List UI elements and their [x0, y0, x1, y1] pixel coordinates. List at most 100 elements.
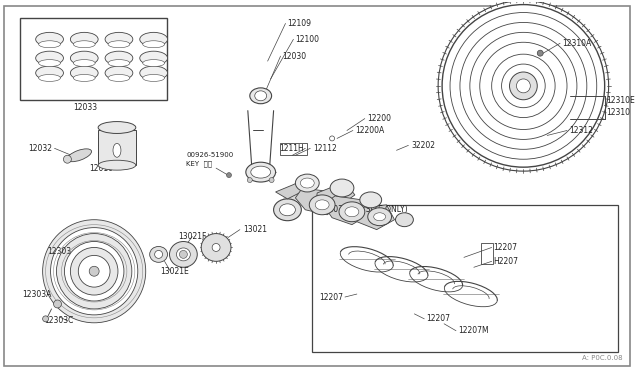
Ellipse shape	[177, 248, 190, 261]
Ellipse shape	[113, 143, 121, 157]
Ellipse shape	[70, 66, 98, 80]
Ellipse shape	[374, 213, 386, 221]
Ellipse shape	[247, 177, 252, 183]
Ellipse shape	[36, 32, 63, 46]
Text: 12207: 12207	[319, 292, 343, 302]
Ellipse shape	[280, 204, 296, 216]
Text: 12207S (US SIZE ONLY): 12207S (US SIZE ONLY)	[319, 205, 408, 214]
Ellipse shape	[140, 66, 168, 80]
Ellipse shape	[78, 256, 110, 287]
Text: 12207M: 12207M	[458, 326, 488, 335]
Ellipse shape	[227, 173, 232, 177]
Ellipse shape	[309, 195, 335, 215]
Text: 12112: 12112	[313, 144, 337, 153]
Polygon shape	[276, 178, 317, 199]
Ellipse shape	[509, 72, 537, 100]
Text: 12200A: 12200A	[355, 126, 384, 135]
Ellipse shape	[269, 177, 274, 183]
Ellipse shape	[67, 149, 92, 162]
Text: 12100: 12100	[296, 35, 319, 44]
Ellipse shape	[105, 32, 133, 46]
Text: 12310A: 12310A	[562, 39, 591, 48]
Ellipse shape	[108, 41, 130, 48]
Ellipse shape	[368, 208, 392, 226]
Ellipse shape	[105, 66, 133, 80]
Polygon shape	[323, 196, 369, 225]
Polygon shape	[357, 205, 394, 230]
Ellipse shape	[54, 300, 61, 308]
Ellipse shape	[360, 192, 381, 208]
Ellipse shape	[140, 32, 168, 46]
Ellipse shape	[143, 74, 164, 81]
Ellipse shape	[170, 241, 197, 267]
Text: 32202: 32202	[412, 141, 435, 150]
Text: KEY  キー: KEY キー	[186, 160, 212, 167]
Ellipse shape	[74, 60, 95, 67]
Ellipse shape	[143, 60, 164, 67]
Text: 13021E: 13021E	[161, 267, 189, 276]
Ellipse shape	[65, 241, 124, 301]
Ellipse shape	[516, 79, 531, 93]
Text: H2207: H2207	[493, 257, 518, 266]
Ellipse shape	[330, 179, 354, 197]
Ellipse shape	[251, 166, 271, 178]
Ellipse shape	[143, 41, 164, 48]
Polygon shape	[316, 182, 355, 208]
Ellipse shape	[330, 136, 335, 141]
Ellipse shape	[438, 1, 609, 171]
Bar	[20, 19, 166, 100]
Text: 12303A: 12303A	[22, 289, 51, 299]
Text: 13021F: 13021F	[179, 232, 207, 241]
Ellipse shape	[201, 234, 231, 262]
Ellipse shape	[250, 88, 271, 104]
Ellipse shape	[70, 32, 98, 46]
Text: 12310: 12310	[607, 108, 630, 117]
Ellipse shape	[98, 160, 136, 170]
Ellipse shape	[38, 41, 60, 48]
Ellipse shape	[74, 74, 95, 81]
Text: 1211H: 1211H	[280, 144, 304, 153]
Ellipse shape	[150, 247, 168, 262]
Text: 12032: 12032	[28, 144, 52, 153]
Ellipse shape	[296, 174, 319, 192]
Ellipse shape	[70, 51, 98, 65]
Ellipse shape	[316, 200, 329, 210]
Ellipse shape	[36, 66, 63, 80]
Bar	[98, 131, 136, 165]
Ellipse shape	[246, 162, 276, 182]
Ellipse shape	[56, 234, 132, 309]
Ellipse shape	[38, 74, 60, 81]
Ellipse shape	[105, 51, 133, 65]
Text: 12200: 12200	[367, 114, 391, 123]
Ellipse shape	[345, 207, 359, 217]
Ellipse shape	[212, 244, 220, 251]
Ellipse shape	[300, 178, 314, 188]
Ellipse shape	[108, 74, 130, 81]
Text: 12310E: 12310E	[607, 96, 636, 105]
Text: 12033: 12033	[73, 103, 97, 112]
Text: 12030: 12030	[282, 52, 307, 61]
Ellipse shape	[140, 51, 168, 65]
Ellipse shape	[155, 250, 163, 259]
Ellipse shape	[339, 202, 365, 222]
Text: 12010: 12010	[89, 164, 113, 173]
Text: 12303C: 12303C	[45, 316, 74, 325]
Text: 12207: 12207	[493, 243, 518, 252]
Bar	[280, 143, 307, 155]
Ellipse shape	[396, 213, 413, 227]
Text: 12207: 12207	[426, 314, 451, 323]
Text: 12303: 12303	[47, 247, 72, 256]
Ellipse shape	[51, 228, 138, 315]
Ellipse shape	[74, 41, 95, 48]
Text: 12312: 12312	[569, 126, 593, 135]
Text: 12109: 12109	[287, 19, 312, 28]
Ellipse shape	[89, 266, 99, 276]
Ellipse shape	[179, 250, 188, 259]
Ellipse shape	[38, 60, 60, 67]
Ellipse shape	[43, 316, 49, 322]
Text: 00926-51900: 00926-51900	[186, 152, 234, 158]
Polygon shape	[296, 188, 342, 215]
Bar	[481, 243, 493, 264]
Ellipse shape	[43, 220, 146, 323]
Text: A: P0C.0.08: A: P0C.0.08	[582, 356, 623, 362]
